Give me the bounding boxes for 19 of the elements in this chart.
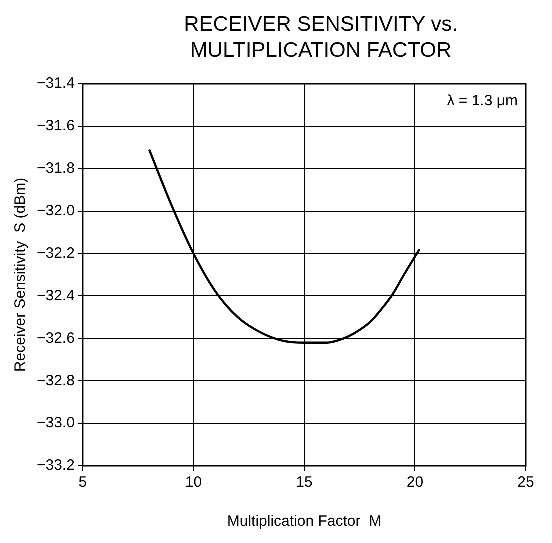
- y-tick-label: −31.4: [36, 75, 75, 92]
- x-axis-title: Multiplication Factor M: [227, 513, 382, 530]
- x-tick-label: 10: [185, 474, 202, 492]
- x-tick-label: 20: [406, 474, 424, 492]
- x-tick-label: 5: [78, 474, 88, 492]
- y-tick-label: −32.8: [36, 372, 75, 390]
- y-tick-label: −32.0: [36, 202, 75, 220]
- y-tick-label: −32.4: [36, 287, 75, 304]
- y-tick-label: −33.2: [36, 457, 75, 474]
- y-tick-label: −32.2: [36, 244, 75, 262]
- y-tick-label: −33.0: [36, 414, 75, 432]
- x-tick-label: 15: [296, 474, 313, 492]
- y-tick-label: −32.6: [36, 330, 75, 347]
- y-tick-label: −31.8: [36, 160, 75, 178]
- chart-title: RECEIVER SENSITIVITY vs. MULTIPLICATION FACTOR: [183, 12, 459, 64]
- annotation: λ = 1.3 μm: [447, 92, 518, 110]
- y-axis-title: Receiver Sensitivity S (dBm): [12, 178, 30, 372]
- y-tick-label: −31.6: [36, 118, 75, 135]
- x-tick-label: 25: [518, 474, 534, 492]
